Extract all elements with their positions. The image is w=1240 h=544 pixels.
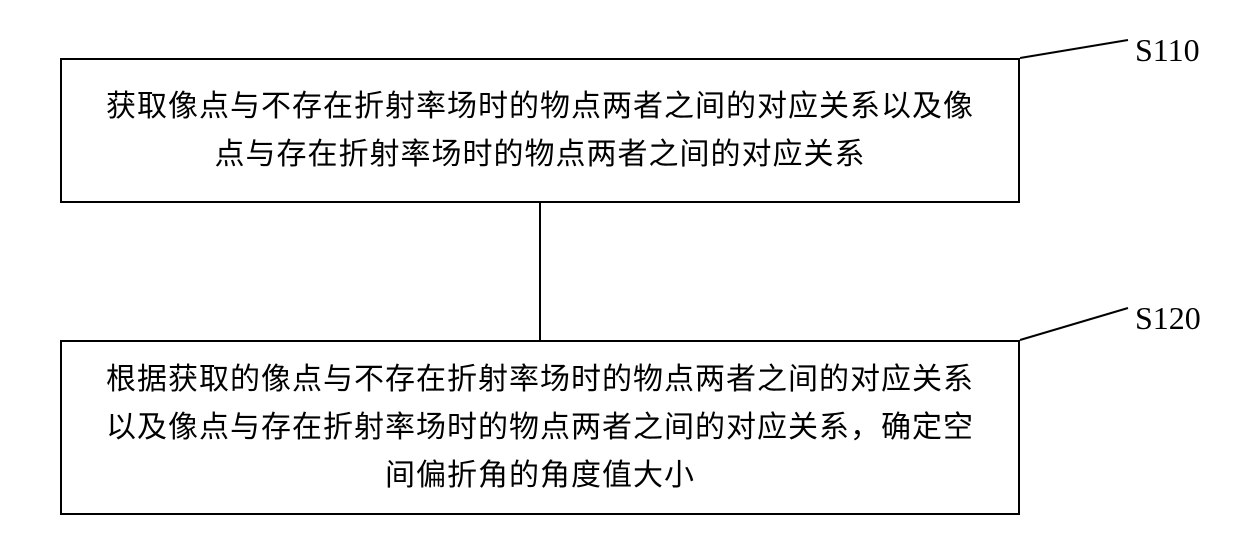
flowchart-step-1: 获取像点与不存在折射率场时的物点两者之间的对应关系以及像点与存在折射率场时的物点… (60, 58, 1020, 203)
flowchart-step-2: 根据获取的像点与不存在折射率场时的物点两者之间的对应关系以及像点与存在折射率场时… (60, 340, 1020, 515)
step-1-text: 获取像点与不存在折射率场时的物点两者之间的对应关系以及像点与存在折射率场时的物点… (92, 83, 988, 179)
flowchart-connector (539, 203, 541, 340)
step-2-text: 根据获取的像点与不存在折射率场时的物点两者之间的对应关系以及像点与存在折射率场时… (92, 356, 988, 500)
step-1-label: S110 (1135, 32, 1200, 69)
step-2-label: S120 (1135, 300, 1201, 337)
flowchart-container: 获取像点与不存在折射率场时的物点两者之间的对应关系以及像点与存在折射率场时的物点… (50, 30, 1190, 520)
